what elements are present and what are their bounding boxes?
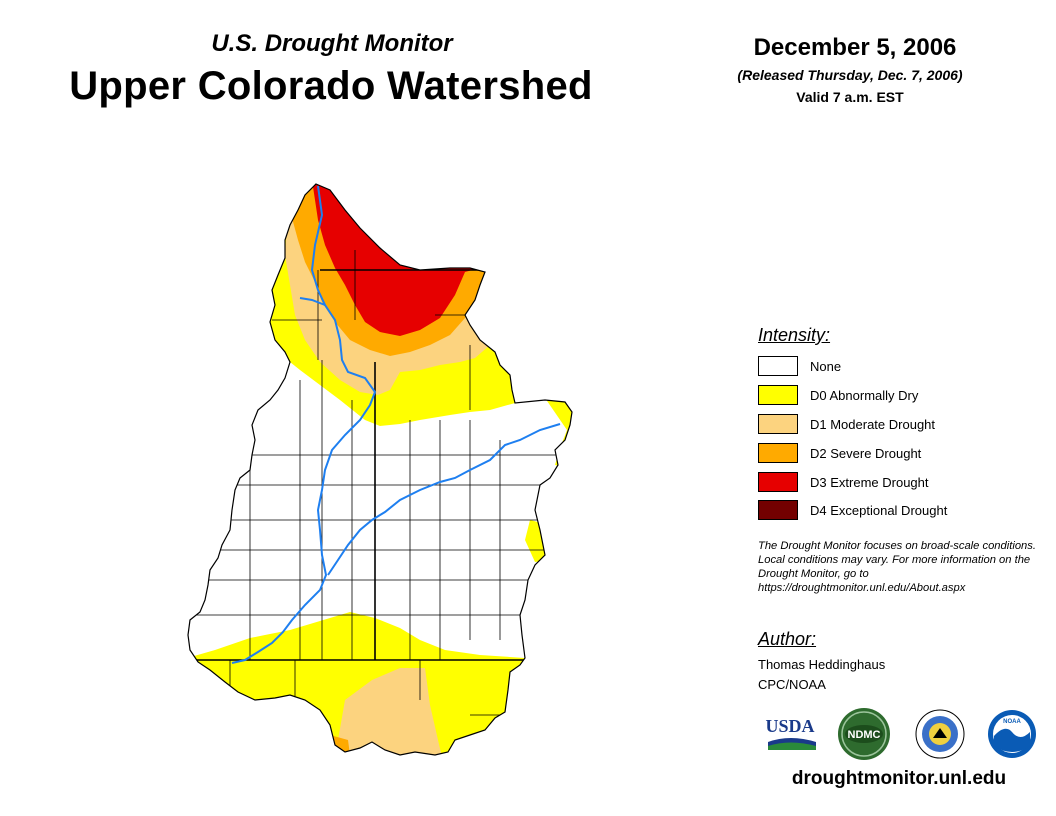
- legend-item-d3: D3 Extreme Drought: [758, 471, 929, 493]
- ndmc-logo: NDMC: [838, 708, 890, 760]
- map-subtitle: U.S. Drought Monitor: [211, 30, 453, 57]
- map-title: Upper Colorado Watershed: [69, 64, 593, 108]
- drought-areas: [188, 184, 572, 755]
- legend-label: D2 Severe Drought: [810, 445, 922, 461]
- legend-swatch: [758, 356, 798, 376]
- rivers: [231, 185, 561, 664]
- legend-label: D0 Abnormally Dry: [810, 387, 919, 403]
- commerce-logo: [915, 709, 965, 759]
- author-heading: Author:: [758, 629, 817, 649]
- release-date: (Released Thursday, Dec. 7, 2006): [737, 67, 963, 83]
- info-note: The Drought Monitor focuses on broad-sca…: [758, 540, 1036, 594]
- author-org: CPC/NOAA: [758, 677, 826, 692]
- usda-logo: USDA: [765, 716, 816, 750]
- noaa-logo: NOAA: [988, 710, 1036, 758]
- legend-swatch: [758, 472, 798, 492]
- legend-heading: Intensity:: [758, 325, 831, 345]
- ndmc-logo-text: NDMC: [848, 729, 881, 741]
- footer-url[interactable]: droughtmonitor.unl.edu: [791, 768, 1007, 789]
- partner-logos: USDA NDMC NOAA: [765, 708, 1036, 760]
- legend-item-d1: D1 Moderate Drought: [758, 413, 935, 435]
- drought-map: [187, 183, 573, 756]
- county-boundaries: [188, 250, 572, 716]
- legend-label: None: [810, 358, 842, 374]
- legend-label: D4 Exceptional Drought: [810, 502, 948, 518]
- noaa-logo-text: NOAA: [1003, 719, 1021, 725]
- legend-label: D3 Extreme Drought: [810, 474, 929, 490]
- legend-item-d0: D0 Abnormally Dry: [758, 384, 918, 406]
- legend-swatch: [758, 414, 798, 434]
- legend-swatch: [758, 443, 798, 463]
- legend-swatch: [758, 385, 798, 405]
- valid-time: Valid 7 a.m. EST: [796, 89, 904, 105]
- legend-label: D1 Moderate Drought: [810, 416, 936, 432]
- legend-item-d2: D2 Severe Drought: [758, 442, 921, 464]
- author-name: Thomas Heddinghaus: [758, 657, 886, 672]
- map-date: December 5, 2006: [753, 34, 957, 61]
- usda-logo-text: USDA: [765, 716, 814, 736]
- legend-item-d4: D4 Exceptional Drought: [758, 499, 947, 521]
- legend-swatch: [758, 500, 798, 520]
- legend-item-none: None: [758, 355, 841, 377]
